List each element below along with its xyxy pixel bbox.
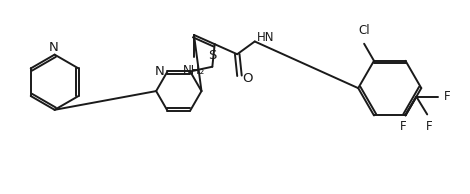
Text: S: S xyxy=(208,49,217,62)
Text: Cl: Cl xyxy=(358,24,370,37)
Text: NH₂: NH₂ xyxy=(183,64,205,77)
Text: F: F xyxy=(444,90,451,103)
Text: F: F xyxy=(400,120,407,133)
Text: N: N xyxy=(49,41,58,54)
Text: HN: HN xyxy=(257,31,274,44)
Text: N: N xyxy=(155,65,164,78)
Text: O: O xyxy=(243,72,253,85)
Text: F: F xyxy=(426,120,432,133)
